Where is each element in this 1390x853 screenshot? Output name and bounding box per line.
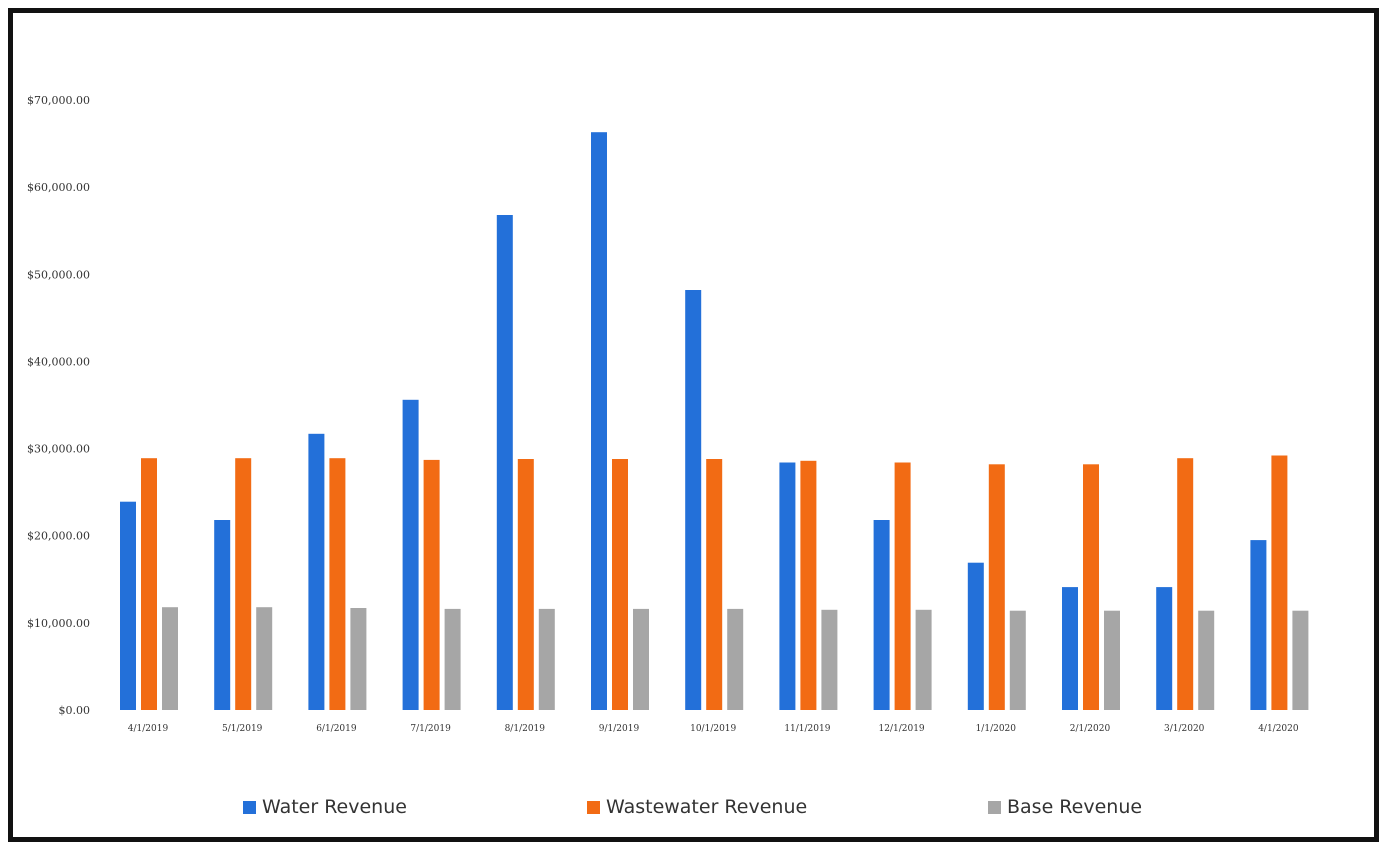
bar-base-revenue: [1198, 610, 1215, 710]
x-tick-label: 7/1/2019: [410, 724, 451, 734]
x-tick-label: 6/1/2019: [316, 724, 357, 734]
chart-legend: Water Revenue Wastewater Revenue Base Re…: [0, 796, 1390, 826]
bar-wastewater-revenue: [1083, 464, 1099, 710]
x-tick-label: 5/1/2019: [222, 724, 263, 734]
legend-label-wastewater: Wastewater Revenue: [606, 796, 808, 818]
bar-base-revenue: [1292, 610, 1309, 710]
bar-wastewater-revenue: [235, 458, 252, 710]
bar-water-revenue: [967, 562, 984, 710]
bar-base-revenue: [727, 608, 744, 710]
bar-water-revenue: [1250, 540, 1267, 710]
legend-label-base: Base Revenue: [1007, 796, 1143, 818]
legend-item-base: Base Revenue: [988, 796, 1142, 818]
bar-wastewater-revenue: [988, 464, 1005, 710]
bar-wastewater-revenue: [706, 459, 723, 710]
bar-water-revenue: [496, 215, 513, 710]
bar-base-revenue: [915, 609, 932, 710]
bar-wastewater-revenue: [612, 459, 628, 710]
bar-water-revenue: [779, 462, 796, 710]
bar-wastewater-revenue: [423, 459, 440, 710]
bar-base-revenue: [256, 607, 273, 710]
y-tick-label: $40,000.00: [27, 355, 90, 368]
x-tick-label: 3/1/2020: [1164, 724, 1205, 734]
y-tick-label: $70,000.00: [27, 94, 90, 107]
bar-water-revenue: [402, 399, 419, 710]
bar-water-revenue: [120, 501, 136, 710]
bar-base-revenue: [1104, 610, 1120, 710]
bar-water-revenue: [1156, 587, 1173, 710]
bar-wastewater-revenue: [800, 460, 817, 710]
bar-base-revenue: [350, 608, 367, 710]
y-tick-label: $50,000.00: [27, 268, 90, 281]
revenue-bar-chart: $0.00 $10,000.00 $20,000.00 $30,000.00 $40,0…: [27, 94, 1309, 734]
bar-water-revenue: [214, 520, 231, 710]
legend-swatch-wastewater: [587, 800, 600, 814]
bar-base-revenue: [821, 609, 838, 710]
x-tick-label: 1/1/2020: [976, 724, 1017, 734]
x-tick-label: 8/1/2019: [505, 724, 546, 734]
bar-wastewater-revenue: [329, 458, 346, 710]
x-tick-label: 11/1/2019: [784, 724, 830, 734]
legend-swatch-water: [243, 800, 256, 814]
bar-base-revenue: [444, 608, 461, 710]
bar-wastewater-revenue: [517, 459, 534, 710]
bar-base-revenue: [538, 608, 555, 710]
bar-water-revenue: [308, 433, 325, 710]
legend-item-water: Water Revenue: [243, 796, 407, 818]
x-tick-label: 2/1/2020: [1070, 724, 1111, 734]
y-tick-label: $20,000.00: [27, 530, 90, 543]
x-tick-label: 4/1/2019: [128, 724, 169, 734]
y-tick-label: $30,000.00: [27, 443, 90, 456]
bar-water-revenue: [1062, 587, 1078, 710]
bar-wastewater-revenue: [894, 462, 911, 710]
x-tick-label: 10/1/2019: [690, 724, 736, 734]
bar-wastewater-revenue: [141, 458, 157, 710]
bar-wastewater-revenue: [1177, 458, 1194, 710]
x-tick-label: 9/1/2019: [599, 724, 640, 734]
bar-water-revenue: [873, 520, 890, 710]
y-tick-label: $0.00: [59, 704, 91, 717]
bar-base-revenue: [633, 608, 649, 710]
y-tick-label: $60,000.00: [27, 181, 90, 194]
bar-wastewater-revenue: [1271, 455, 1288, 710]
legend-swatch-base: [988, 800, 1001, 814]
bar-water-revenue: [591, 132, 607, 710]
bar-base-revenue: [162, 607, 178, 710]
x-tick-label: 12/1/2019: [879, 724, 925, 734]
bar-water-revenue: [685, 290, 702, 710]
legend-label-water: Water Revenue: [262, 796, 407, 818]
legend-item-wastewater: Wastewater Revenue: [587, 796, 807, 818]
x-tick-label: 4/1/2020: [1258, 724, 1299, 734]
y-tick-label: $10,000.00: [27, 617, 90, 630]
bar-base-revenue: [1009, 610, 1026, 710]
